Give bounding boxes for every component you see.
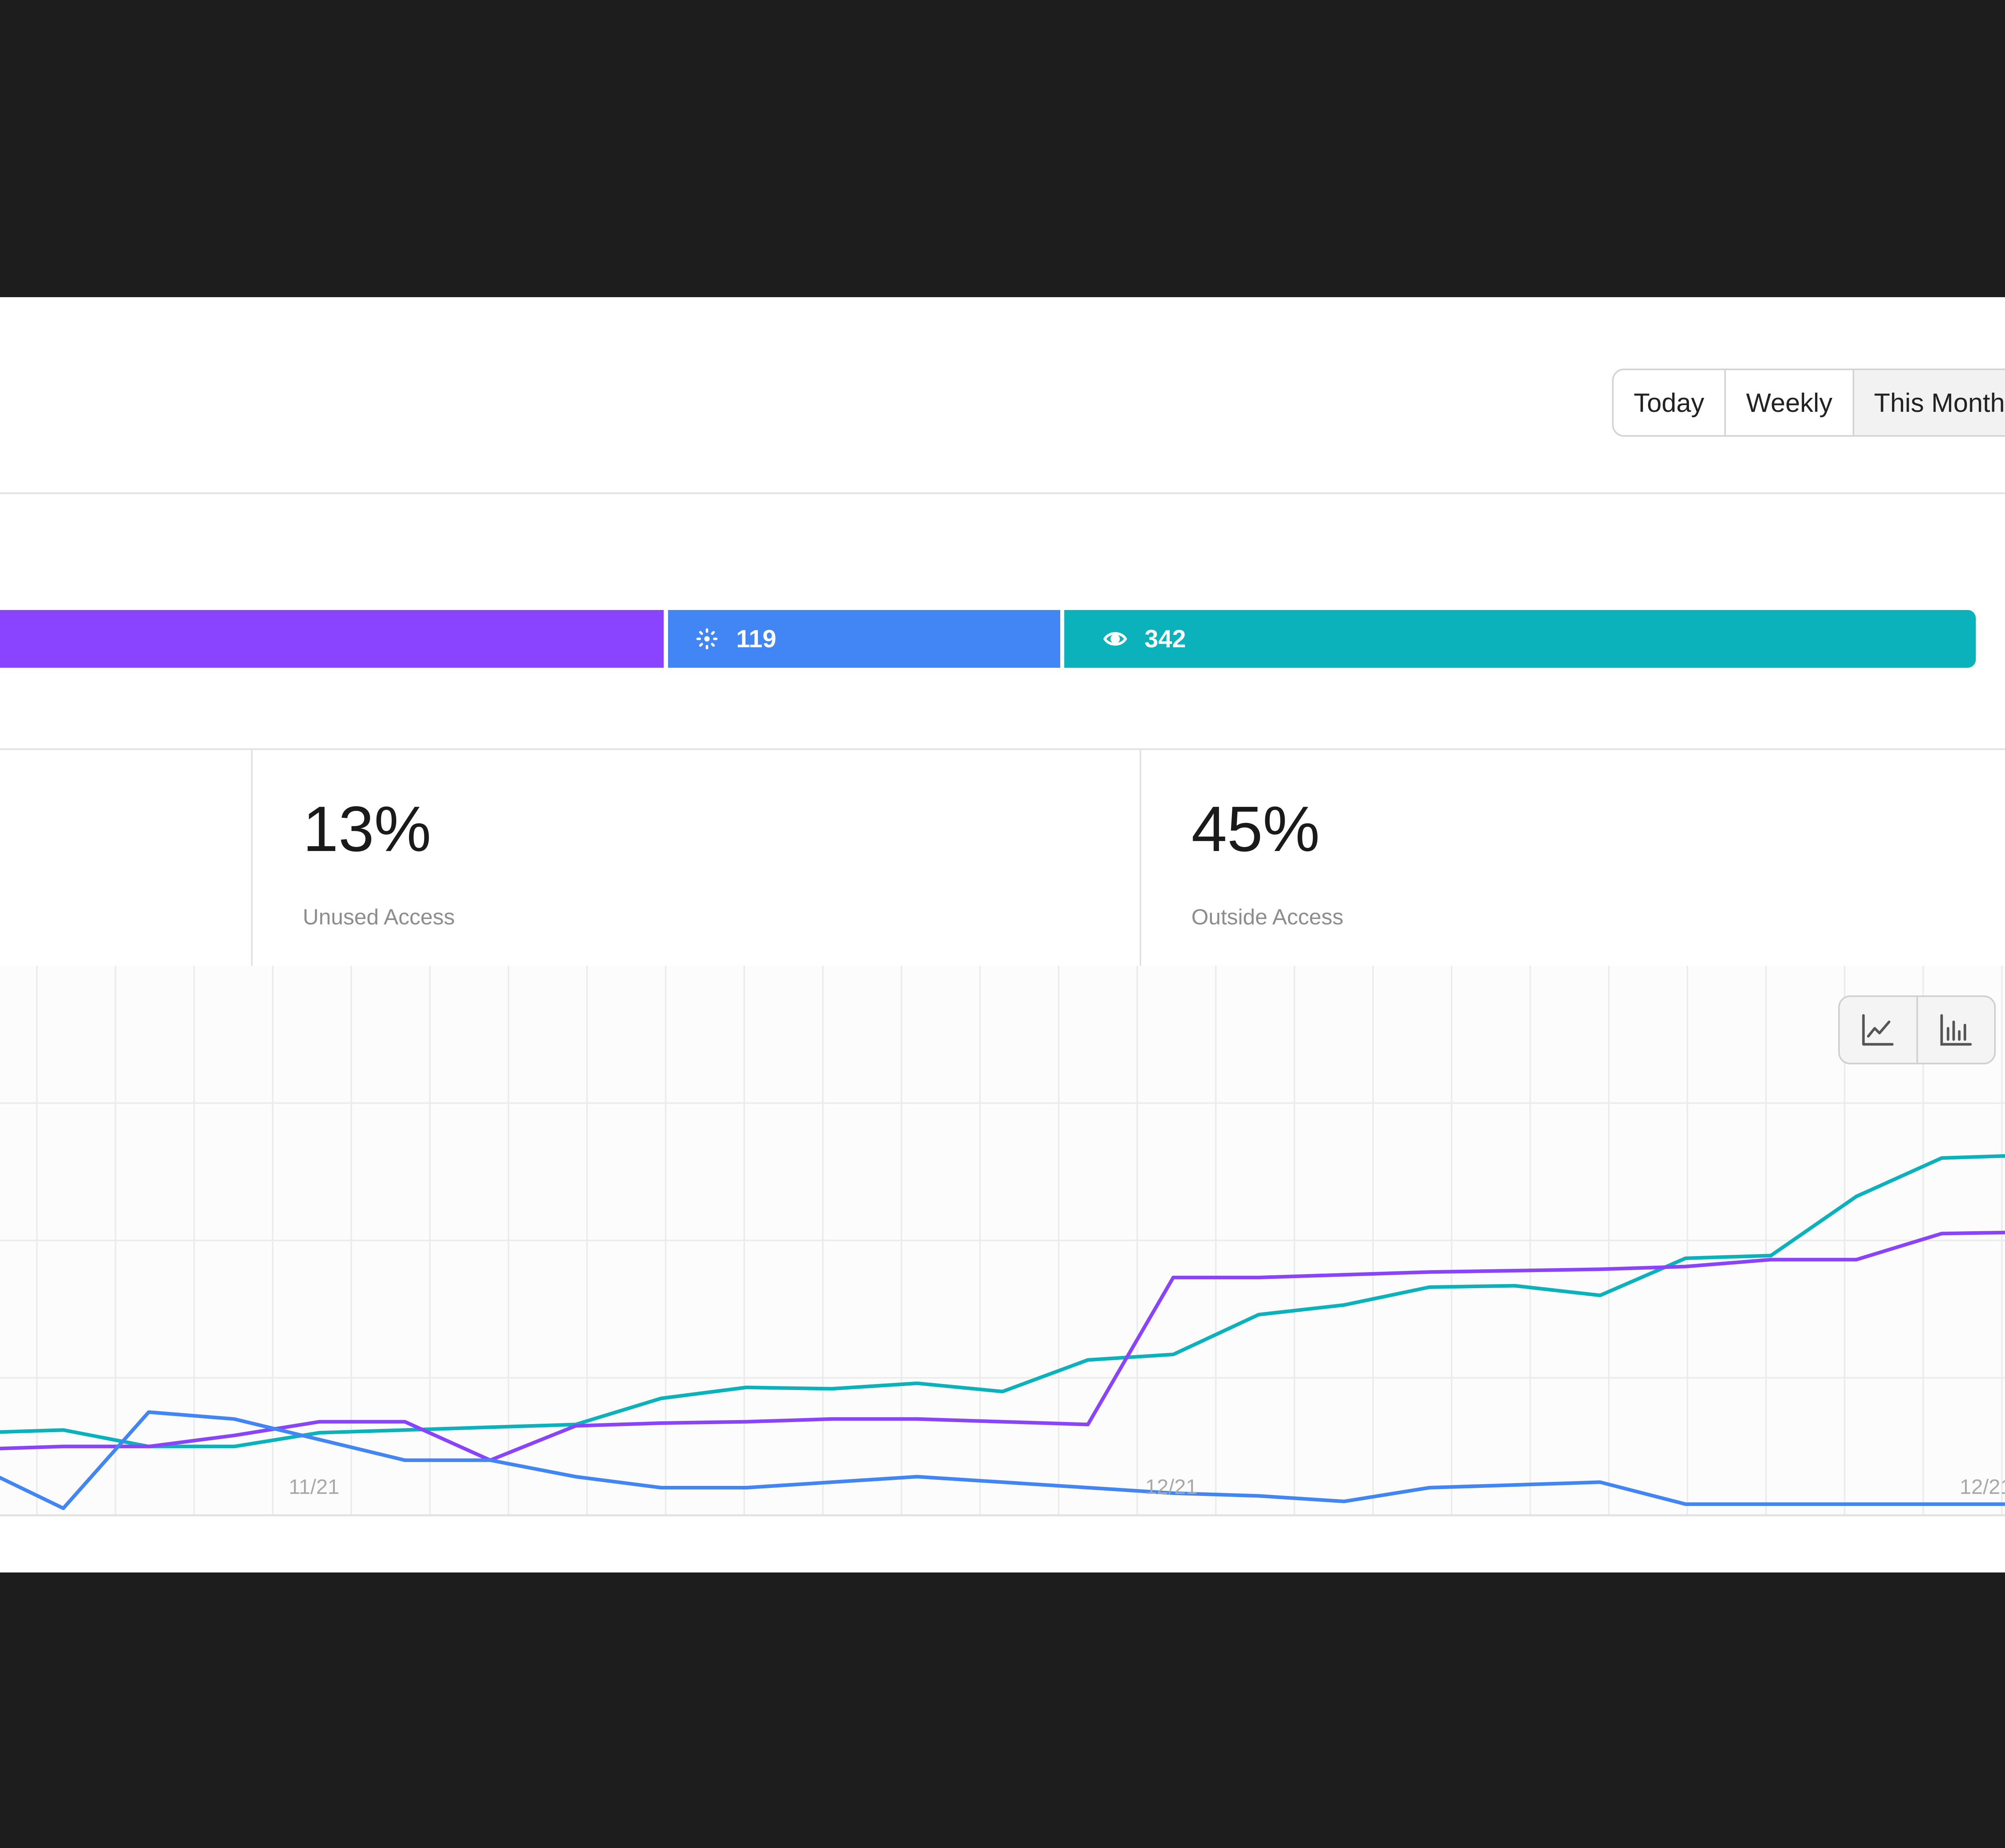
segment-teal-value: 342 [1144, 625, 1186, 653]
stat-value: 45% [1191, 793, 1320, 865]
segment-purple[interactable] [0, 610, 664, 668]
range-this-month-button[interactable]: This Month [1853, 370, 2005, 435]
time-range-toggle: Today Weekly This Month [1612, 369, 2005, 437]
segment-blue[interactable]: 119 [668, 610, 1060, 668]
chart-type-toggle [1838, 995, 1996, 1064]
access-segment-bar: 119 342 [0, 610, 1976, 668]
series-line-2[interactable] [0, 1410, 2005, 1510]
dashboard-card: Today Weekly This Month 119 [0, 297, 2005, 1572]
x-tick-label: 12/21 [1960, 1475, 2005, 1499]
stat-unused-access: 13% Unused Access [251, 750, 1140, 966]
stat-label: Outside Access [1191, 904, 1344, 929]
bar-chart-icon [1940, 1014, 1972, 1046]
range-weekly-button[interactable]: Weekly [1724, 370, 1853, 435]
line-chart-plot [0, 966, 2005, 1515]
x-tick-label: 11/21 [289, 1475, 340, 1499]
line-chart-icon [1862, 1014, 1894, 1046]
line-chart-button[interactable] [1840, 997, 1916, 1063]
x-tick-label: 12/21 [1145, 1475, 1198, 1499]
series-line-1[interactable] [0, 1230, 2005, 1462]
segment-blue-value: 119 [736, 625, 777, 653]
access-panel: 119 342 13% Unused Access 45% Outside Ac… [0, 492, 2005, 1516]
range-today-button[interactable]: Today [1633, 388, 1705, 417]
series-line-0[interactable] [0, 1154, 2005, 1449]
stat-label: Unused Access [303, 904, 455, 929]
segment-teal[interactable]: 342 [1064, 610, 1976, 668]
trend-chart: 11/21 12/21 12/21 [0, 966, 2005, 1515]
dashed-circle-icon [695, 626, 719, 651]
stats-row: 13% Unused Access 45% Outside Access [0, 748, 2005, 967]
stat-outside-access: 45% Outside Access [1140, 750, 2005, 966]
stat-value: 13% [303, 793, 431, 865]
eye-icon [1103, 626, 1128, 651]
bar-chart-button[interactable] [1916, 997, 1995, 1063]
